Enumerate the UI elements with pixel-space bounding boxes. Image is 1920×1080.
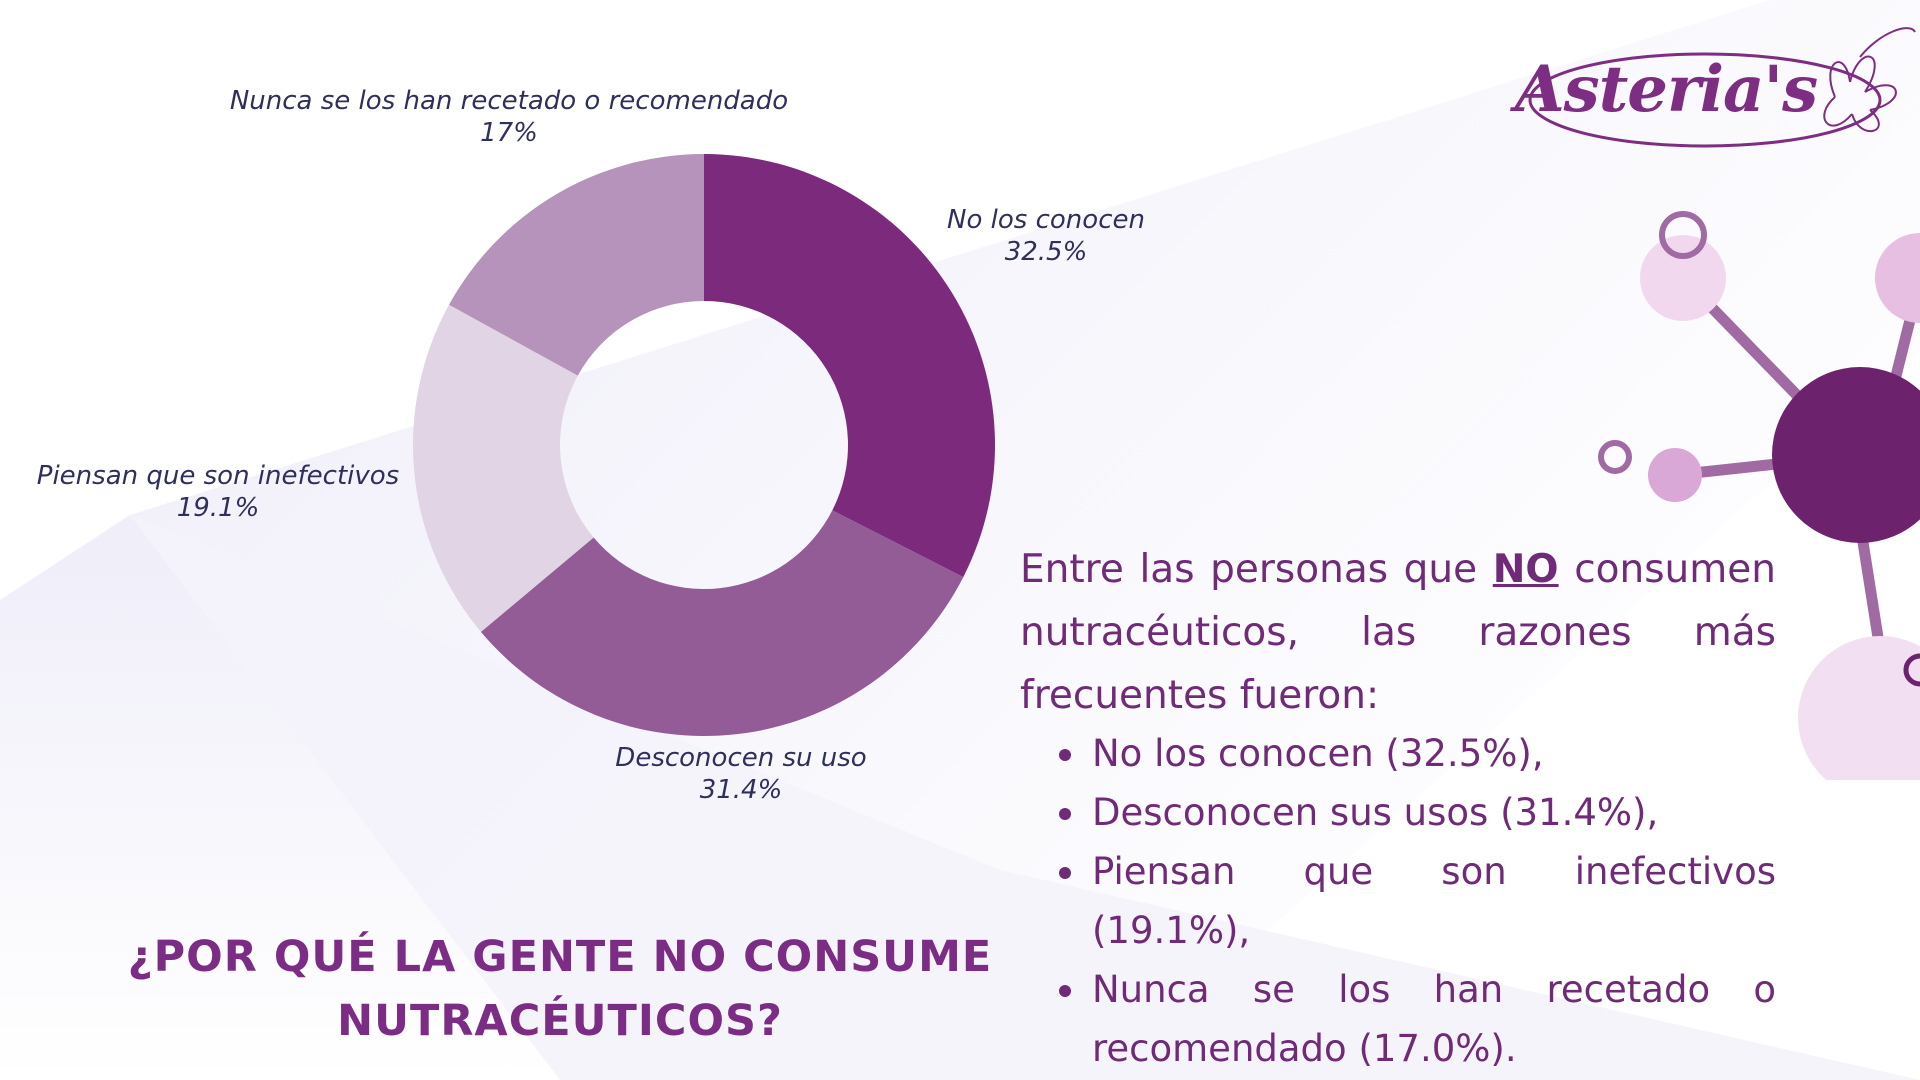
summary-bullet: No los conocen (32.5%), (1059, 724, 1776, 783)
donut-slice-1 (704, 154, 995, 578)
slice-label-3-value: 19.1% (176, 493, 260, 523)
page-title: ¿POR QUÉ LA GENTE NO CONSUME NUTRACÉUTIC… (127, 932, 993, 1046)
slice-label-1: No los conocen 32.5% (947, 204, 1145, 268)
summary-bullet: Desconocen sus usos (31.4%), (1059, 783, 1776, 842)
summary-emphasis: NO (1492, 547, 1559, 592)
donut-slice-3 (412, 304, 594, 632)
slice-label-3-name: Piensan que son inefectivos (36, 461, 400, 491)
slice-label-4-value: 17% (480, 118, 538, 148)
logo-text: Asteria's (1515, 52, 1818, 127)
slice-label-2-value: 31.4% (699, 775, 783, 805)
summary-bullets: No los conocen (32.5%), Desconocen sus u… (1020, 724, 1776, 1078)
summary-text: Entre las personas que NO consumen nutra… (1020, 538, 1776, 1078)
slice-label-2: Desconocen su uso 31.4% (615, 742, 866, 806)
slice-label-1-name: No los conocen (947, 205, 1145, 235)
slice-label-4: Nunca se los han recetado o recomendado … (230, 85, 788, 149)
asterias-logo (1528, 27, 1916, 148)
donut-slice-2 (480, 510, 964, 736)
summary-intro: Entre las personas que NO consumen nutra… (1020, 538, 1776, 727)
molecule-decoration (1598, 211, 1920, 780)
slice-label-1-value: 32.5% (1004, 237, 1088, 267)
flower-icon (1823, 27, 1916, 133)
slice-label-4-name: Nunca se los han recetado o recomendado (229, 86, 789, 116)
summary-intro-before: Entre las personas que (1020, 547, 1493, 592)
summary-bullet: Piensan que son inefectivos (19.1%), (1059, 842, 1776, 960)
summary-intro-after: consumen nutracéuticos, las razones más … (1020, 547, 1776, 718)
donut-slice-4 (448, 154, 704, 376)
slice-label-3: Piensan que son inefectivos 19.1% (37, 460, 399, 524)
slice-label-2-name: Desconocen su uso (615, 743, 867, 773)
summary-bullet: Nunca se los han recetado o recomendado … (1059, 960, 1776, 1078)
